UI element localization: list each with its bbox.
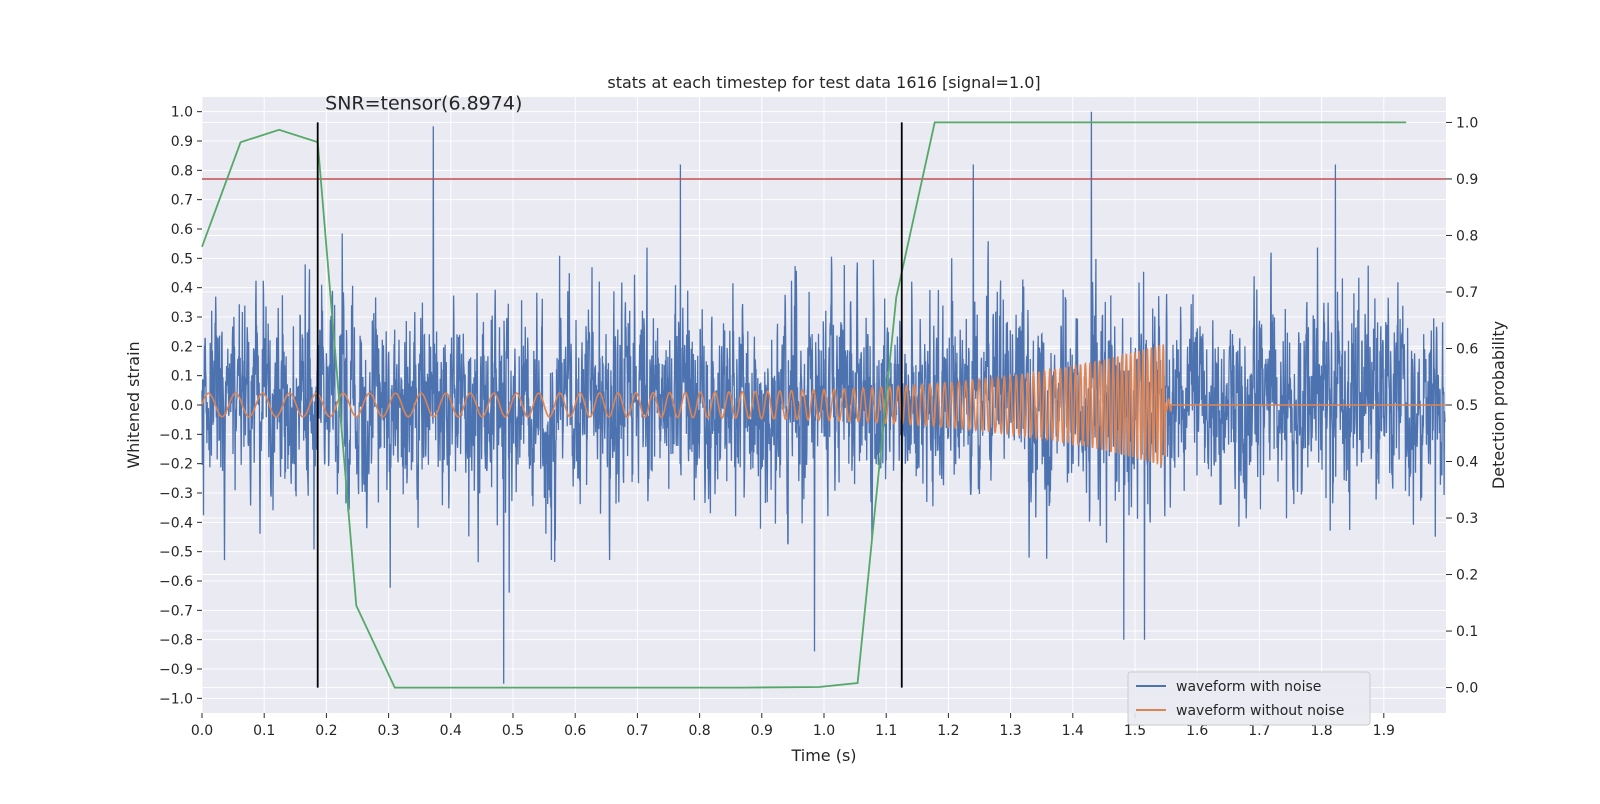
x-tick-label: 1.4 <box>1062 723 1084 739</box>
y2-tick-label: 1.0 <box>1456 115 1478 131</box>
y-tick-label: −0.4 <box>159 515 193 531</box>
y-tick-label: −0.6 <box>159 574 193 590</box>
x-tick-label: 0.5 <box>502 723 524 739</box>
y-tick-label: 0.5 <box>171 251 193 267</box>
x-tick-label: 0.6 <box>564 723 586 739</box>
x-tick-label: 1.5 <box>1124 723 1146 739</box>
y2-tick-label: 0.1 <box>1456 624 1478 640</box>
y-tick-label: −0.2 <box>159 457 193 473</box>
x-tick-label: 1.7 <box>1248 723 1270 739</box>
legend-label: waveform with noise <box>1176 679 1321 695</box>
y2-tick-label: 0.0 <box>1456 681 1478 697</box>
y2-tick-label: 0.7 <box>1456 285 1478 301</box>
y-tick-label: −1.0 <box>159 691 193 707</box>
y2-tick-label: 0.4 <box>1456 455 1478 471</box>
x-tick-label: 1.2 <box>937 723 959 739</box>
y-tick-label: −0.8 <box>159 633 193 649</box>
y2-tick-label: 0.9 <box>1456 172 1478 188</box>
x-tick-label: 0.2 <box>315 723 337 739</box>
x-tick-label: 1.9 <box>1373 723 1395 739</box>
y2-tick-label: 0.8 <box>1456 228 1478 244</box>
x-tick-label: 1.0 <box>813 723 835 739</box>
x-tick-label: 1.3 <box>999 723 1021 739</box>
y2-tick-label: 0.2 <box>1456 568 1478 584</box>
y-tick-label: 0.0 <box>171 398 193 414</box>
y-tick-label: −0.7 <box>159 603 193 619</box>
x-tick-label: 1.8 <box>1310 723 1332 739</box>
y-tick-label: 0.1 <box>171 369 193 385</box>
y-tick-label: 0.3 <box>171 310 193 326</box>
series-waveform-without-noise <box>201 344 1446 466</box>
y-tick-label: 0.2 <box>171 339 193 355</box>
x-tick-label: 0.3 <box>377 723 399 739</box>
series-detection-probability <box>201 121 1407 689</box>
y2-tick-label: 0.5 <box>1456 398 1478 414</box>
y2-tick-label: 0.3 <box>1456 511 1478 527</box>
legend-label: waveform without noise <box>1176 703 1344 719</box>
x-tick-label: 0.7 <box>626 723 648 739</box>
y-tick-label: 1.0 <box>171 105 193 121</box>
y-axis-label: Whitened strain <box>124 341 143 468</box>
legend-box <box>1127 671 1371 726</box>
y2-axis-label: Detection probability <box>1489 321 1508 489</box>
x-axis-label: Time (s) <box>790 746 856 765</box>
chart-title: stats at each timestep for test data 161… <box>607 73 1040 92</box>
y-tick-label: 0.4 <box>171 281 193 297</box>
x-tick-label: 0.0 <box>191 723 213 739</box>
x-tick-label: 0.9 <box>751 723 773 739</box>
y-tick-label: −0.9 <box>159 662 193 678</box>
y2-tick-label: 0.6 <box>1456 341 1478 357</box>
series-waveform-with-noise <box>201 111 1446 684</box>
x-tick-label: 0.8 <box>688 723 710 739</box>
snr-annotation: SNR=tensor(6.8974) <box>325 93 522 115</box>
x-tick-label: 1.1 <box>875 723 897 739</box>
y-tick-label: −0.3 <box>159 486 193 502</box>
y-tick-label: 0.6 <box>171 222 193 238</box>
x-tick-label: 0.1 <box>253 723 275 739</box>
y-tick-label: 0.9 <box>171 134 193 150</box>
x-tick-label: 1.6 <box>1186 723 1208 739</box>
y-tick-label: 0.7 <box>171 193 193 209</box>
y-tick-label: −0.1 <box>159 427 193 443</box>
y-tick-label: 0.8 <box>171 163 193 179</box>
x-tick-label: 0.4 <box>440 723 462 739</box>
y-tick-label: −0.5 <box>159 545 193 561</box>
